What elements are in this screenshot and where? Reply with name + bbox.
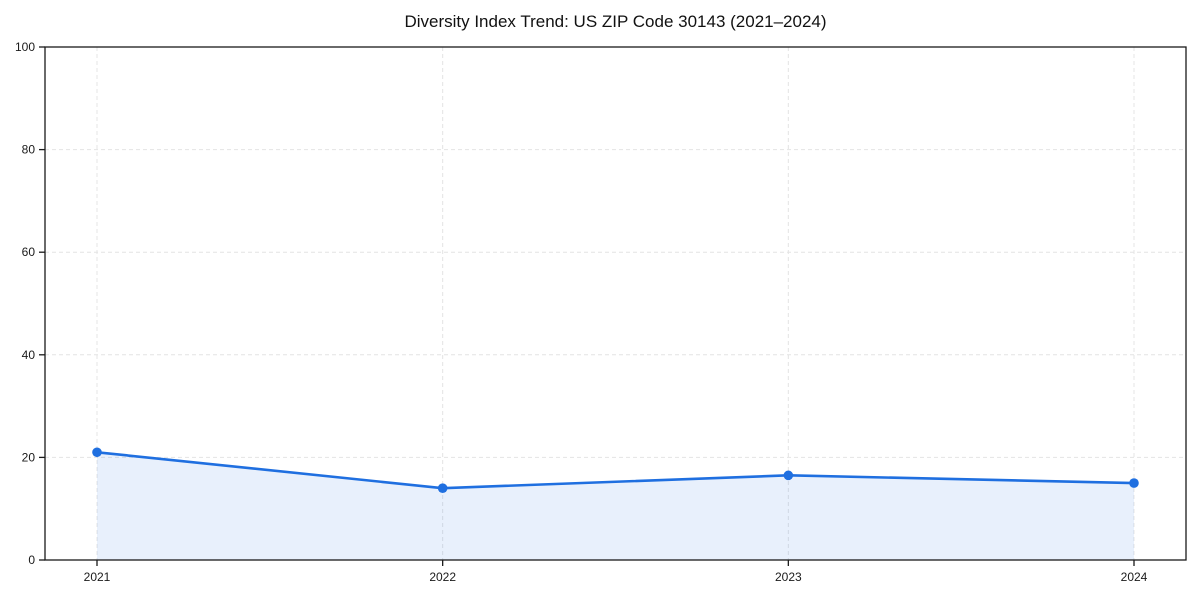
- y-tick-label: 100: [15, 40, 35, 54]
- trend-line: [95, 450, 1136, 490]
- chart-title: Diversity Index Trend: US ZIP Code 30143…: [404, 12, 827, 31]
- data-point-marker-2021: [92, 447, 102, 458]
- y-tick-label: 80: [22, 143, 36, 157]
- data-point-marker-2024: [1129, 478, 1139, 488]
- data-point-marker-2023: [783, 470, 794, 481]
- y-tick-label: 0: [28, 553, 35, 567]
- data-point-marker-2022: [437, 483, 448, 493]
- plot-border: [44, 46, 1187, 561]
- x-tick-label: 2022: [429, 570, 456, 584]
- x-tick-label: 2024: [1121, 570, 1148, 584]
- area-fill: [97, 452, 1134, 560]
- y-tick-label: 20: [22, 450, 36, 464]
- y-tick-label: 60: [22, 245, 36, 259]
- y-tick-label: 40: [22, 348, 36, 362]
- x-tick-label: 2021: [84, 570, 111, 584]
- x-tick-label: 2023: [775, 570, 802, 584]
